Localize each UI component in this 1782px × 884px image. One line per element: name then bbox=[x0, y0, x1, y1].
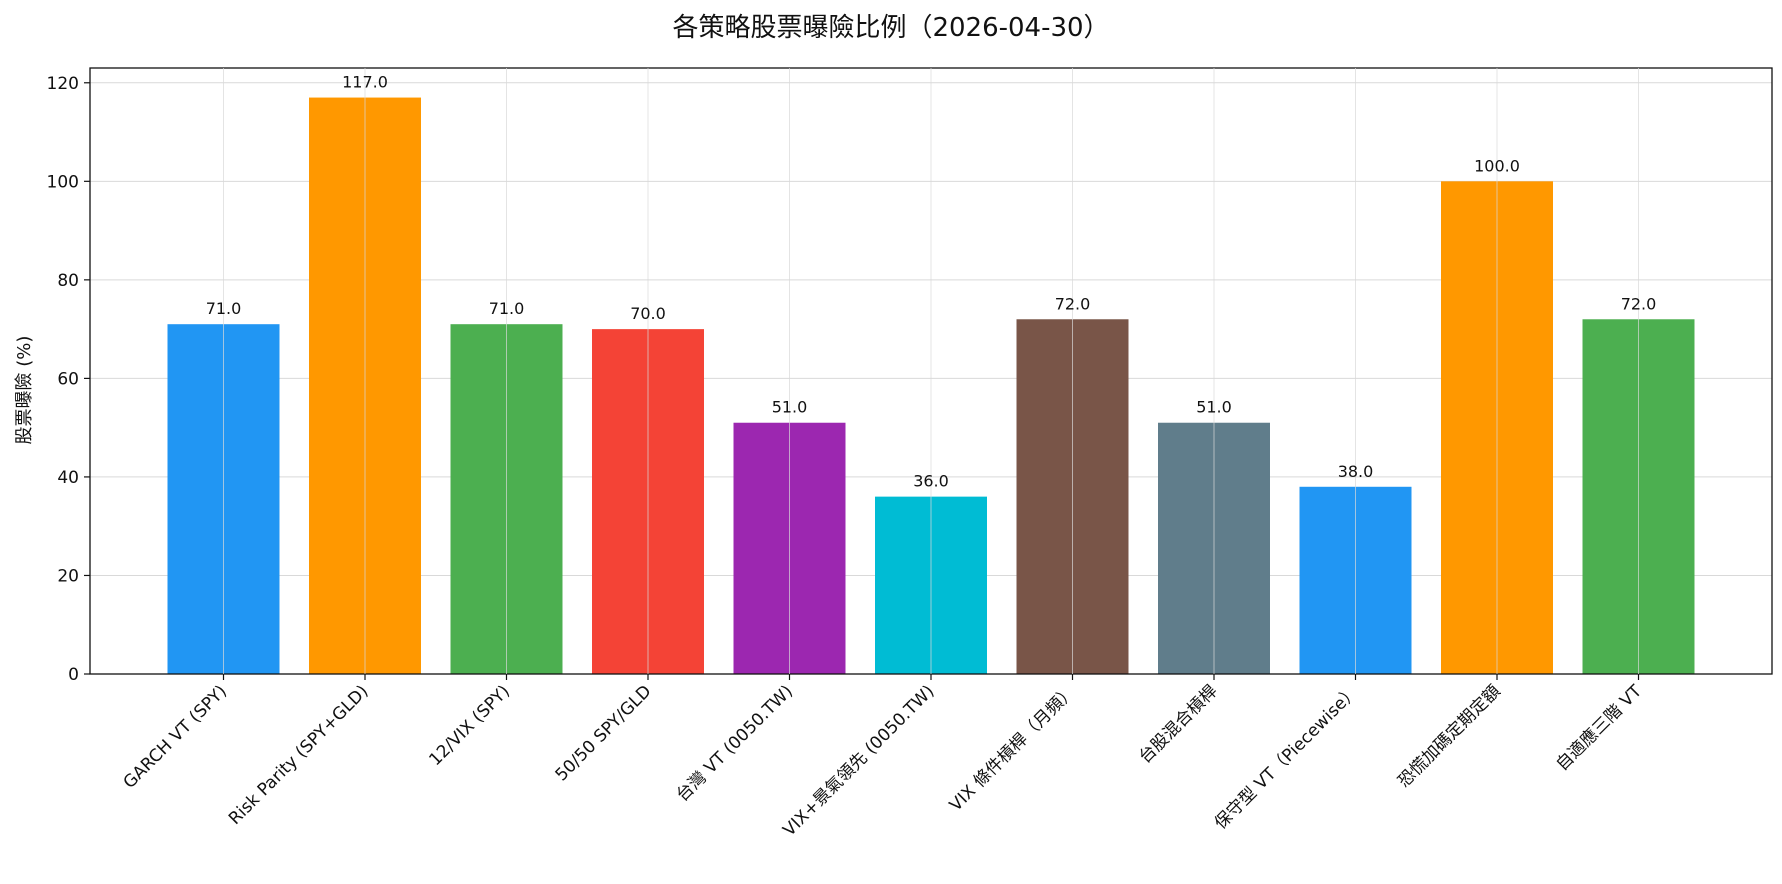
x-tick-label: 自適應三階 VT bbox=[1552, 680, 1647, 775]
bar-value-label: 72.0 bbox=[1621, 294, 1657, 313]
bar-value-label: 38.0 bbox=[1338, 462, 1374, 481]
x-tick-label: Risk Parity (SPY+GLD) bbox=[225, 681, 373, 829]
y-tick-label: 100 bbox=[47, 172, 79, 192]
x-tick-label: VIX+景氣領先 (0050.TW) bbox=[779, 681, 938, 840]
x-tick-label: 台灣 VT (0050.TW) bbox=[673, 681, 797, 805]
x-tick-label: GARCH VT (SPY) bbox=[120, 681, 231, 792]
bar-value-label: 71.0 bbox=[489, 299, 525, 318]
bar-value-label: 100.0 bbox=[1474, 156, 1520, 175]
x-tick-label: VIX 條件槓桿（月頻） bbox=[946, 681, 1080, 815]
bar-value-label: 51.0 bbox=[1196, 398, 1232, 417]
bar-value-label: 70.0 bbox=[630, 304, 666, 323]
x-tick-label: 12/VIX (SPY) bbox=[425, 681, 514, 770]
y-tick-label: 80 bbox=[57, 271, 79, 291]
y-tick-label: 120 bbox=[47, 74, 79, 94]
bar-value-label: 71.0 bbox=[206, 299, 242, 318]
y-axis-label: 股票曝險 (%) bbox=[14, 336, 35, 445]
bar-value-label: 51.0 bbox=[772, 398, 808, 417]
x-tick-label: 保守型 VT（Piecewise） bbox=[1211, 681, 1363, 833]
y-tick-label: 60 bbox=[57, 369, 79, 389]
y-tick-label: 20 bbox=[57, 566, 79, 586]
data-labels: 71.0 117.0 71.0 70.0 51.0 36.0 72.0 51.0 38.0 100… bbox=[206, 68, 1657, 674]
bar-value-label: 117.0 bbox=[342, 73, 388, 92]
axis-ticks: 0 20 40 60 80 100 120 GARCH VT (SPY)Risk Parity… bbox=[47, 74, 1647, 841]
y-tick-label: 0 bbox=[68, 665, 79, 685]
x-tick-label: 恐慌加碼定期定額 bbox=[1394, 681, 1504, 791]
bar-value-label: 36.0 bbox=[913, 472, 949, 491]
bar-value-label: 72.0 bbox=[1055, 294, 1091, 313]
chart-title: 各策略股票曝險比例（2026-04-30） bbox=[672, 13, 1109, 43]
x-tick-label: 50/50 SPY/GLD bbox=[552, 681, 656, 785]
y-tick-label: 40 bbox=[57, 468, 79, 488]
x-tick-label: 台股混合槓桿 bbox=[1135, 681, 1221, 767]
